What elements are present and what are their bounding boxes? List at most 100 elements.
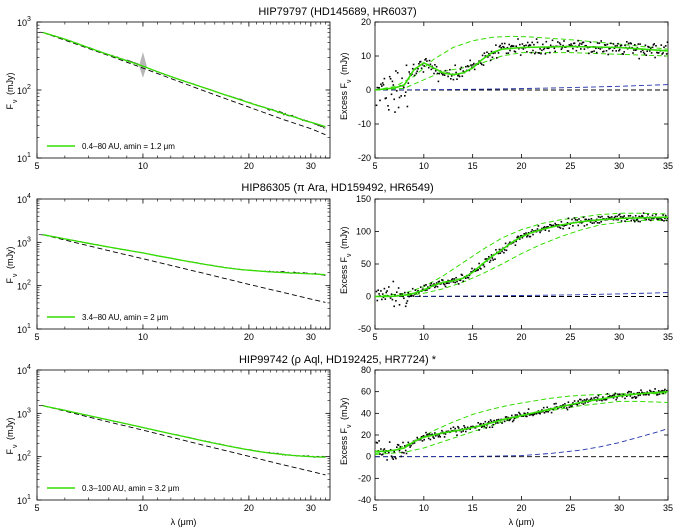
excess-point: [509, 49, 511, 52]
excess-point: [376, 442, 379, 444]
excess-point: [419, 286, 422, 288]
excess-point: [454, 281, 456, 284]
excess-point: [483, 265, 486, 268]
excess-point: [397, 287, 400, 289]
excess-point: [549, 224, 552, 226]
excess-point: [573, 400, 576, 402]
excess-point: [541, 409, 543, 411]
x-tick-label: 35: [663, 161, 673, 171]
excess-point: [581, 41, 584, 44]
excess-point: [599, 48, 602, 50]
y-tick-label: 10 4: [17, 193, 31, 205]
excess-point: [393, 305, 395, 308]
excess-point: [477, 269, 479, 271]
excess-point: [547, 47, 549, 50]
excess-point: [593, 397, 595, 399]
excess-point: [544, 229, 547, 231]
excess-point: [557, 226, 559, 228]
excess-point: [584, 45, 586, 47]
excess-point: [497, 418, 500, 421]
excess-point: [389, 78, 392, 80]
excess-point: [596, 397, 599, 399]
excess-point: [634, 44, 636, 46]
sed-legend: 0.4–80 AU, amin = 1.2 μm: [47, 142, 175, 151]
excess-point: [399, 445, 402, 448]
excess-point: [568, 406, 571, 409]
excess-point: [462, 430, 464, 432]
excess-point: [657, 393, 659, 396]
excess-point: [380, 290, 382, 292]
excess-point: [588, 52, 590, 55]
excess-point: [595, 400, 598, 402]
excess-point: [579, 398, 581, 401]
excess-point: [542, 43, 544, 46]
excess-point: [394, 456, 396, 458]
excess-point: [649, 50, 651, 52]
excess-point: [664, 217, 666, 220]
excess-point: [383, 287, 386, 290]
excess-point: [487, 56, 489, 58]
y-tick-base: 10: [17, 325, 27, 335]
excess-point: [582, 403, 585, 405]
excess-point: [543, 412, 546, 414]
y-tick-label: 0: [366, 452, 371, 462]
excess-point: [619, 215, 622, 218]
excess-point: [456, 434, 458, 436]
excess-point: [480, 426, 483, 428]
excess-point: [560, 221, 563, 223]
excess-point: [404, 305, 407, 308]
excess-point: [419, 438, 422, 441]
excess-point: [554, 50, 556, 53]
excess-point: [503, 42, 506, 45]
excess-point: [652, 391, 655, 393]
excess-point: [559, 227, 562, 229]
excess-point: [578, 44, 580, 47]
excess-point: [600, 220, 602, 223]
x-tick-label: 5: [372, 332, 377, 342]
excess-point: [614, 45, 617, 47]
excess-point: [430, 282, 433, 284]
excess-point: [424, 289, 426, 292]
excess-point: [577, 224, 579, 227]
excess-point: [397, 106, 400, 109]
excess-point: [473, 68, 476, 71]
excess-point: [498, 248, 501, 251]
excess-point: [446, 282, 448, 284]
chart-title: HIP86305 (π Ara, HD159492, HR6549): [241, 182, 433, 194]
excess-point: [424, 59, 426, 61]
excess-point: [545, 410, 548, 413]
legend-label: 0.3–100 AU, amin = 3.2 μm: [82, 484, 180, 493]
excess-point: [629, 42, 632, 44]
excess-point: [615, 50, 617, 52]
excess-point: [622, 393, 625, 396]
y-tick-exponent: 4: [27, 193, 31, 200]
excess-point: [426, 434, 428, 436]
excess-point: [532, 414, 534, 417]
excess-point: [641, 391, 643, 394]
excess-point: [634, 395, 636, 398]
excess-point: [533, 43, 535, 46]
excess-point: [450, 75, 453, 77]
excess-point: [390, 293, 393, 295]
excess-point: [447, 430, 449, 432]
excess-point: [634, 49, 637, 51]
excess-point: [614, 215, 617, 218]
excess-point: [618, 214, 620, 216]
excess-point: [530, 230, 533, 233]
excess-point: [632, 396, 634, 399]
excess-point: [628, 46, 631, 49]
excess-point: [429, 63, 432, 66]
x-tick-label: 10: [419, 161, 429, 171]
excess-point: [382, 84, 385, 86]
excess-point: [567, 401, 570, 403]
excess-point: [660, 218, 663, 221]
excess-point: [433, 72, 435, 75]
x-tick-label: 10: [419, 332, 429, 342]
excess-point: [589, 41, 592, 44]
excess-point: [649, 390, 652, 392]
excess-point: [505, 416, 508, 418]
y-tick-label: -40: [358, 495, 371, 505]
excess-point: [566, 222, 569, 224]
excess-point: [489, 59, 492, 62]
excess-point: [423, 65, 425, 67]
